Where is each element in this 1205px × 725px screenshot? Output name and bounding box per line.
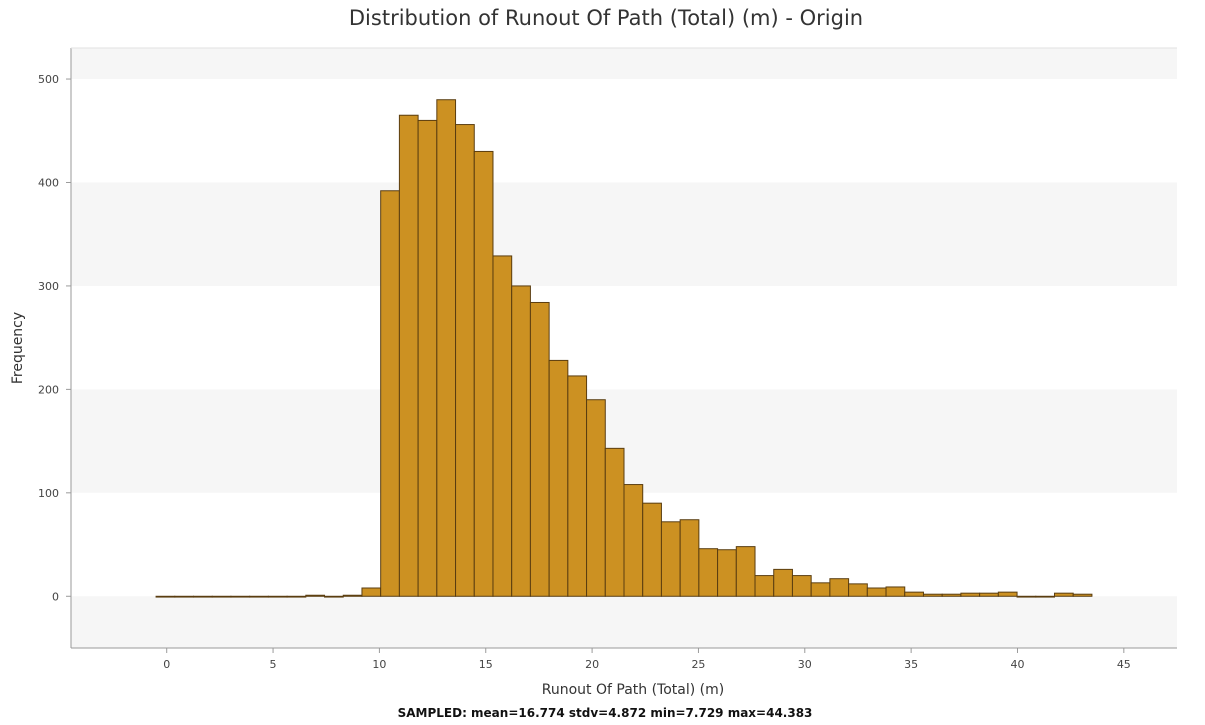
y-tick-label: 100	[38, 487, 59, 500]
y-tick-label: 0	[52, 590, 59, 603]
histogram-bar	[324, 595, 344, 598]
sample-statistics: SAMPLED: mean=16.774 stdv=4.872 min=7.72…	[398, 706, 813, 720]
histogram-bar	[436, 99, 457, 597]
x-tick-label: 25	[691, 658, 705, 671]
histogram-bar	[380, 190, 400, 597]
x-tick-label: 35	[904, 658, 918, 671]
histogram-bar	[473, 150, 494, 597]
chart-title: Distribution of Runout Of Path (Total) (…	[349, 6, 863, 30]
histogram-bar	[249, 595, 269, 598]
axes	[70, 47, 1177, 649]
histogram-bar	[492, 255, 513, 597]
histogram-bar	[455, 124, 475, 597]
x-axis-label: Runout Of Path (Total) (m)	[542, 682, 724, 698]
histogram-bar	[529, 301, 550, 597]
histogram-bar	[698, 548, 719, 597]
histogram-bar	[398, 114, 419, 597]
histogram-bar	[267, 595, 288, 598]
histogram-bar	[773, 568, 793, 597]
grid-bands	[71, 48, 1177, 648]
histogram-bar	[230, 595, 251, 598]
x-tick-label: 10	[372, 658, 386, 671]
histogram-bar	[1035, 595, 1055, 598]
histogram-bar	[1072, 593, 1093, 597]
histogram-bar	[623, 484, 644, 597]
grid-band	[71, 182, 1177, 286]
x-tick-label: 30	[798, 658, 812, 671]
histogram-bar	[286, 595, 307, 598]
histogram-bar	[193, 595, 213, 598]
histogram-bar	[810, 582, 831, 597]
histogram-bar	[604, 447, 625, 597]
grid-band	[71, 596, 1177, 648]
histogram-bar	[660, 521, 681, 597]
histogram-bar	[586, 399, 606, 597]
histogram-bar	[960, 592, 981, 597]
histogram-bar	[342, 594, 363, 597]
histogram-bar	[829, 578, 850, 597]
histogram-bar	[997, 591, 1018, 597]
x-tick-label: 20	[585, 658, 599, 671]
histogram-bar	[511, 285, 531, 597]
histogram-bar	[735, 546, 756, 597]
histogram-bar	[567, 375, 588, 597]
histogram-bar	[174, 595, 195, 598]
histogram-bar	[548, 359, 569, 597]
grid-band	[71, 48, 1177, 80]
histogram-bar	[979, 592, 999, 597]
x-tick-label: 45	[1117, 658, 1131, 671]
x-tick-label: 0	[163, 658, 170, 671]
histogram-bar	[305, 594, 326, 597]
histogram-bar	[361, 587, 382, 597]
histogram-bar	[679, 519, 700, 597]
x-tick-label: 5	[270, 658, 277, 671]
y-tick-label: 200	[38, 383, 59, 396]
histogram-bar	[754, 575, 775, 597]
x-axis-ticks: 0 5 10 15 20 25 30 35 40 45	[163, 648, 1131, 671]
histogram-bar	[941, 593, 962, 597]
histogram-bar	[885, 586, 906, 597]
histogram-bar	[1016, 595, 1037, 598]
histogram-bar	[642, 502, 662, 597]
y-tick-label: 500	[38, 73, 59, 86]
y-tick-label: 300	[38, 280, 59, 293]
histogram-bar	[417, 119, 438, 597]
x-tick-label: 15	[479, 658, 493, 671]
histogram-bar	[211, 595, 232, 598]
y-axis-label: Frequency	[10, 312, 26, 384]
y-axis-ticks: 0 100 200 300 400 500	[38, 73, 71, 603]
histogram-bar	[791, 575, 812, 597]
histogram-bar	[848, 583, 868, 597]
histogram-bar	[922, 593, 943, 597]
histogram-bars	[155, 99, 1093, 598]
histogram-bar	[155, 595, 176, 598]
histogram-bar	[904, 591, 924, 597]
histogram-bar	[866, 587, 887, 597]
x-tick-label: 40	[1010, 658, 1024, 671]
y-tick-label: 400	[38, 176, 59, 189]
histogram-bar	[1053, 592, 1074, 597]
histogram-bar	[717, 549, 737, 597]
